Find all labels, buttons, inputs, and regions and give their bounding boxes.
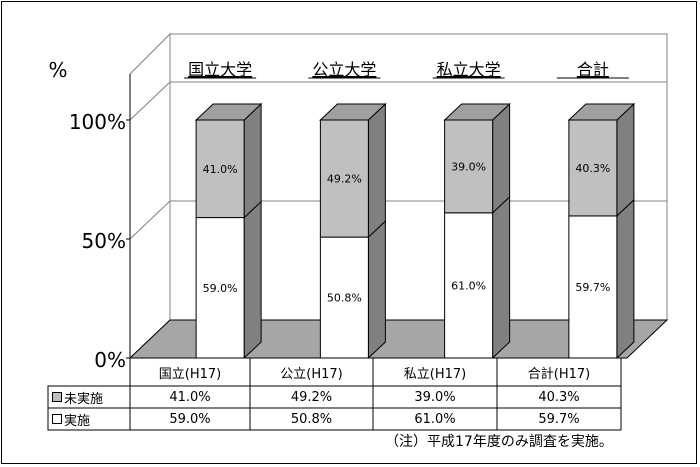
bar-segment <box>195 119 245 219</box>
y-tick-label: 100% <box>69 110 126 134</box>
data-label: 61.0% <box>451 279 486 292</box>
table-header-cell: 合計(H17) <box>527 366 591 382</box>
bar-side <box>367 219 386 360</box>
table-value-cell: 50.8% <box>290 411 333 427</box>
bar-side <box>367 102 386 239</box>
data-label: 49.2% <box>327 173 362 186</box>
table-value-cell: 59.7% <box>538 411 580 427</box>
table-header-cell: 公立(H17) <box>280 366 343 382</box>
table-value-cell: 41.0% <box>169 389 211 405</box>
bar-side <box>616 198 635 360</box>
table-value-cell: 49.2% <box>290 389 333 405</box>
legend-label: 未実施 <box>64 391 104 407</box>
y-unit-label: % <box>48 58 67 82</box>
group-label: 私立大学 <box>437 60 501 79</box>
legend-cell: 実施 <box>48 408 130 430</box>
group-label: 公立大学 <box>312 60 376 79</box>
group-label: 合計 <box>577 60 609 79</box>
legend-cell: 未実施 <box>48 386 130 408</box>
group-label: 国立大学 <box>188 60 252 79</box>
bar-side <box>492 195 511 360</box>
table-value-cell: 40.3% <box>538 389 580 405</box>
y-tick-label: 0% <box>94 348 126 372</box>
data-label: 59.0% <box>203 282 238 295</box>
gridline-side <box>129 200 171 240</box>
bar-segment <box>444 212 494 359</box>
table-header-cell: 私立(H17) <box>403 366 467 382</box>
table-value-cell: 59.0% <box>169 411 211 427</box>
table-header-bg <box>129 357 622 387</box>
table-value-cell: 61.0% <box>414 411 456 427</box>
data-label: 50.8% <box>327 292 362 305</box>
bar-top <box>194 103 263 121</box>
data-label: 40.3% <box>575 162 610 175</box>
gridline-side <box>129 81 171 121</box>
bar-side <box>616 102 635 218</box>
bar-segment <box>319 119 369 238</box>
legend-swatch <box>52 392 62 402</box>
y-tick-label: 50% <box>82 229 126 253</box>
footnote: （注）平成17年度のみ調査を実施。 <box>385 434 613 450</box>
bar-side <box>243 200 262 360</box>
bar-top <box>443 103 511 121</box>
data-label: 41.0% <box>203 163 238 176</box>
back-wall-top <box>169 33 668 83</box>
bar-segment <box>568 119 618 217</box>
bar-side <box>243 102 262 219</box>
legend-label: 実施 <box>64 413 91 429</box>
table-header-cell: 国立(H17) <box>158 366 222 382</box>
bar-top <box>567 103 636 121</box>
bar-side <box>492 102 511 214</box>
bar-top <box>319 103 387 121</box>
data-label: 39.0% <box>451 160 486 173</box>
bar-segment <box>444 119 494 214</box>
data-label: 59.7% <box>575 281 610 294</box>
bar-segment <box>319 236 369 359</box>
legend-swatch <box>52 414 62 424</box>
side-wall <box>129 32 171 360</box>
table-value-cell: 39.0% <box>414 389 456 405</box>
bar-segment <box>195 217 245 359</box>
